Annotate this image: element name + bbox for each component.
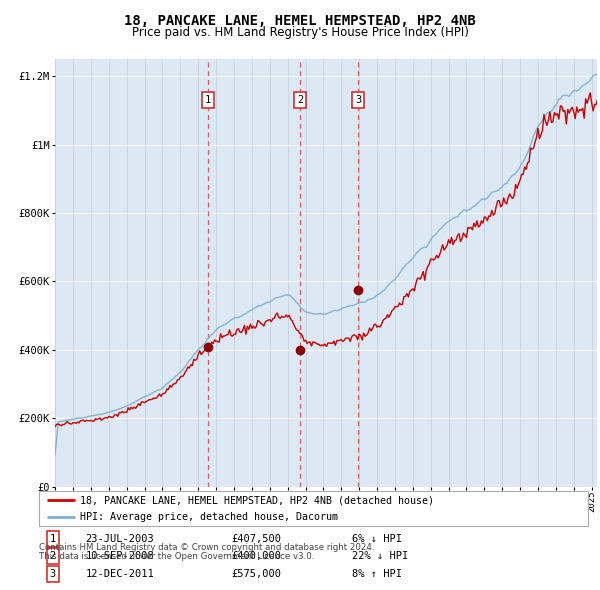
Text: 18, PANCAKE LANE, HEMEL HEMPSTEAD, HP2 4NB (detached house): 18, PANCAKE LANE, HEMEL HEMPSTEAD, HP2 4…: [80, 496, 434, 506]
Text: HPI: Average price, detached house, Dacorum: HPI: Average price, detached house, Daco…: [80, 513, 338, 522]
Text: 1: 1: [50, 533, 56, 543]
Text: £407,500: £407,500: [231, 533, 281, 543]
Text: 6% ↓ HPI: 6% ↓ HPI: [352, 533, 402, 543]
Text: 23-JUL-2003: 23-JUL-2003: [86, 533, 154, 543]
Text: Contains HM Land Registry data © Crown copyright and database right 2024.: Contains HM Land Registry data © Crown c…: [39, 543, 374, 552]
Text: 2: 2: [50, 552, 56, 561]
Text: 8% ↑ HPI: 8% ↑ HPI: [352, 569, 402, 579]
Text: This data is licensed under the Open Government Licence v3.0.: This data is licensed under the Open Gov…: [39, 552, 314, 561]
Text: 3: 3: [355, 94, 361, 104]
Text: Price paid vs. HM Land Registry's House Price Index (HPI): Price paid vs. HM Land Registry's House …: [131, 26, 469, 39]
Text: 10-SEP-2008: 10-SEP-2008: [86, 552, 154, 561]
Text: 3: 3: [50, 569, 56, 579]
Text: 1: 1: [205, 94, 211, 104]
Text: 2: 2: [297, 94, 303, 104]
Text: 22% ↓ HPI: 22% ↓ HPI: [352, 552, 408, 561]
Text: £400,000: £400,000: [231, 552, 281, 561]
Text: 18, PANCAKE LANE, HEMEL HEMPSTEAD, HP2 4NB: 18, PANCAKE LANE, HEMEL HEMPSTEAD, HP2 4…: [124, 14, 476, 28]
Text: 12-DEC-2011: 12-DEC-2011: [86, 569, 154, 579]
Text: £575,000: £575,000: [231, 569, 281, 579]
